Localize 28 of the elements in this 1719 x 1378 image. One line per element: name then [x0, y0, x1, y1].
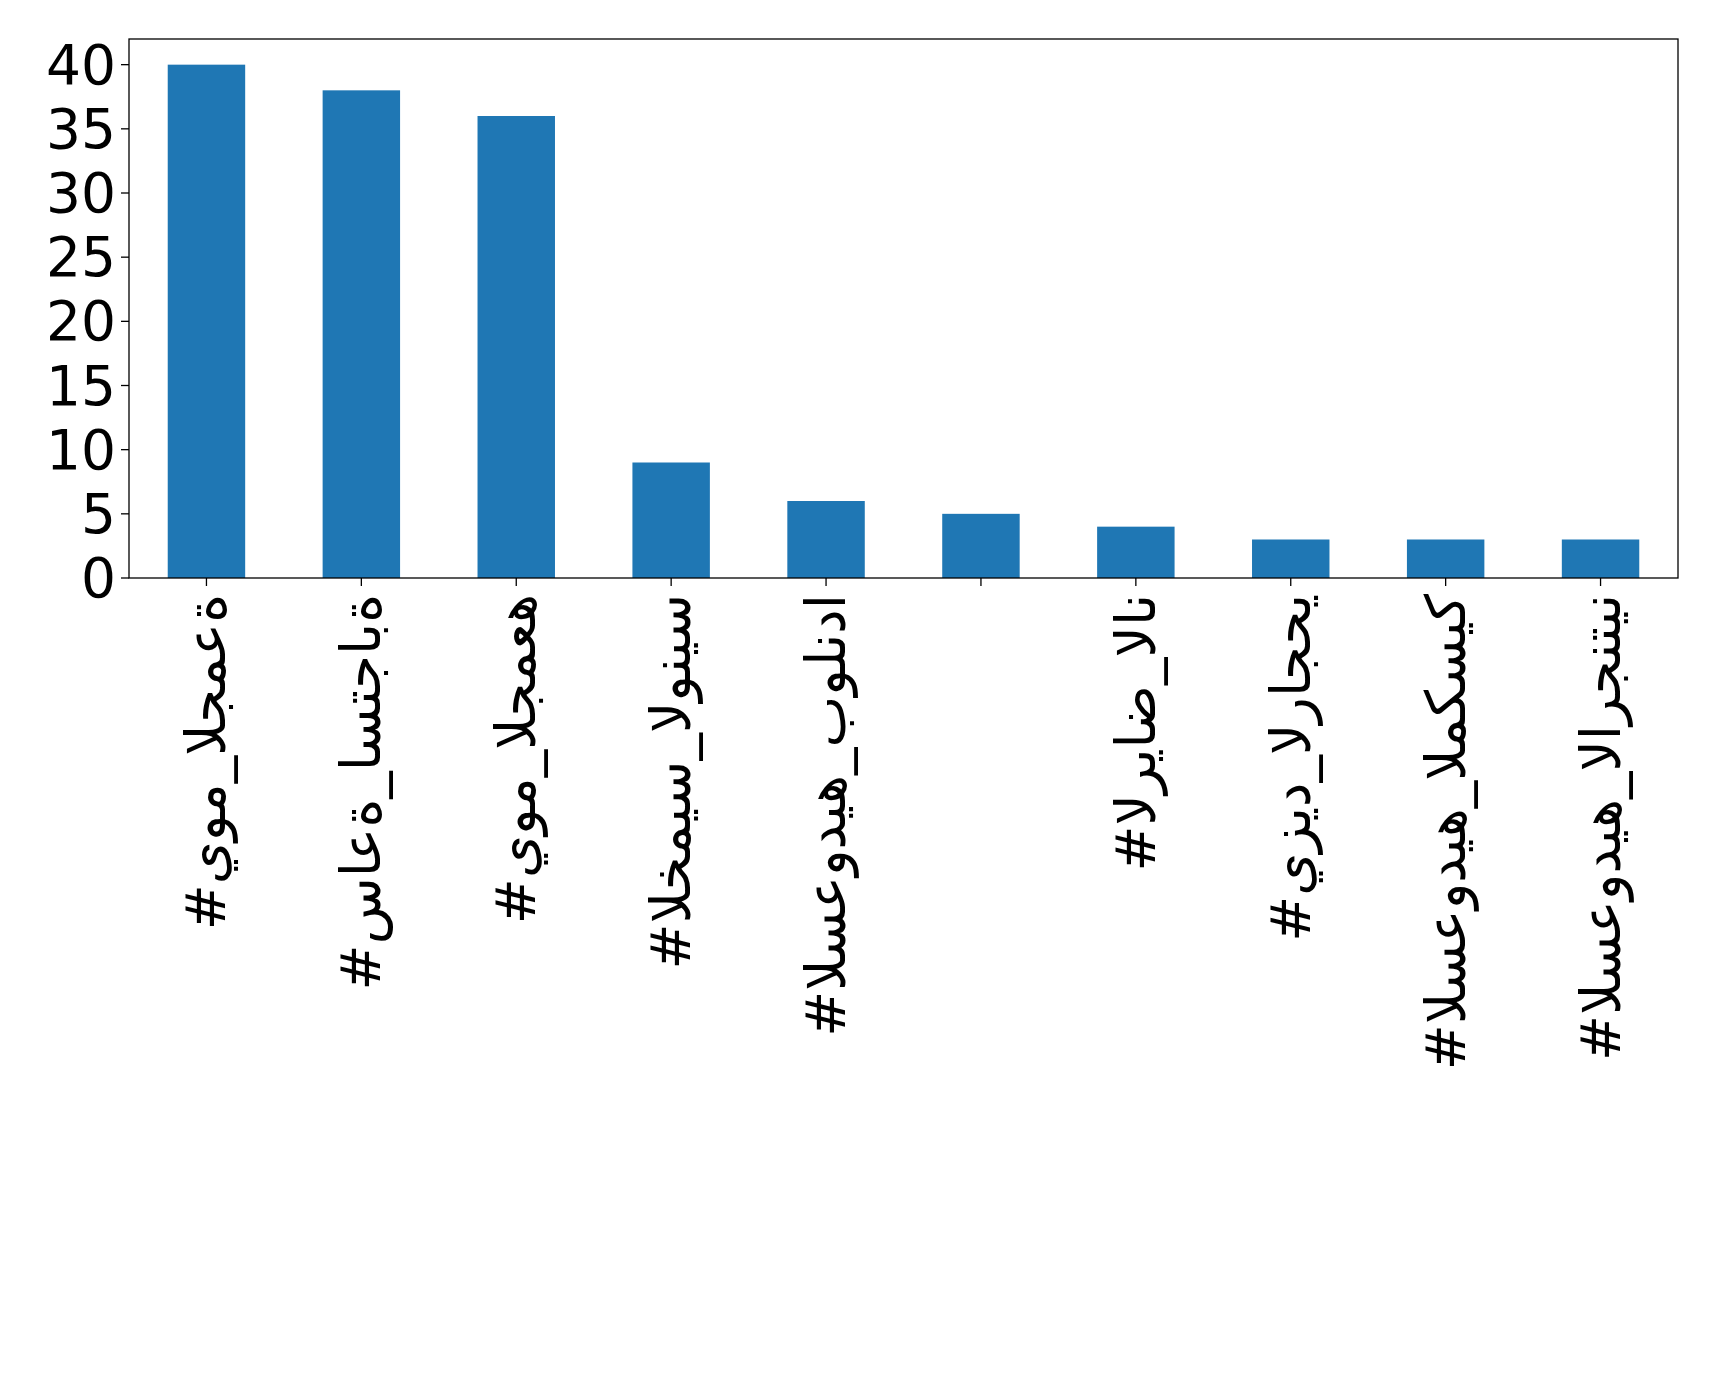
y-tick-label: 25 — [46, 225, 116, 290]
bar — [1406, 539, 1485, 578]
x-tick-label: #السعوديه_بولندا — [794, 594, 860, 1037]
x-tick-label: #يوم_الجمعه — [484, 594, 549, 925]
x-tick-label: #السعوديه_المكسيك — [1413, 593, 1479, 1071]
x-tick-label: #السعوديه_الارجنتين — [1568, 594, 1634, 1061]
x-tick-label: #الرياض_الان — [1103, 594, 1168, 872]
x-tick-label: #الخميس_الونيس — [639, 594, 704, 970]
bar — [632, 462, 710, 578]
bar — [942, 513, 1020, 578]
y-tick-label: 10 — [46, 417, 116, 482]
bar — [477, 116, 555, 578]
bar — [787, 501, 865, 578]
y-tick-label: 15 — [46, 353, 116, 418]
x-tick-label: #يزيد_الراجحي — [1258, 594, 1323, 942]
bar — [1252, 539, 1330, 578]
y-tick-label: 0 — [81, 546, 116, 610]
bar — [167, 64, 246, 578]
bar — [1097, 526, 1175, 578]
bar — [1561, 539, 1640, 578]
y-tick-label: 35 — [46, 96, 116, 161]
x-tick-label: #ساعة_استجابة — [329, 594, 395, 991]
y-tick-label: 20 — [46, 289, 116, 354]
y-tick-label: 40 — [46, 32, 116, 97]
bar — [322, 90, 401, 578]
x-tick-label: #يوم_الجمعة — [174, 594, 239, 931]
y-tick-label: 5 — [81, 481, 116, 546]
y-tick-label: 30 — [46, 161, 116, 225]
